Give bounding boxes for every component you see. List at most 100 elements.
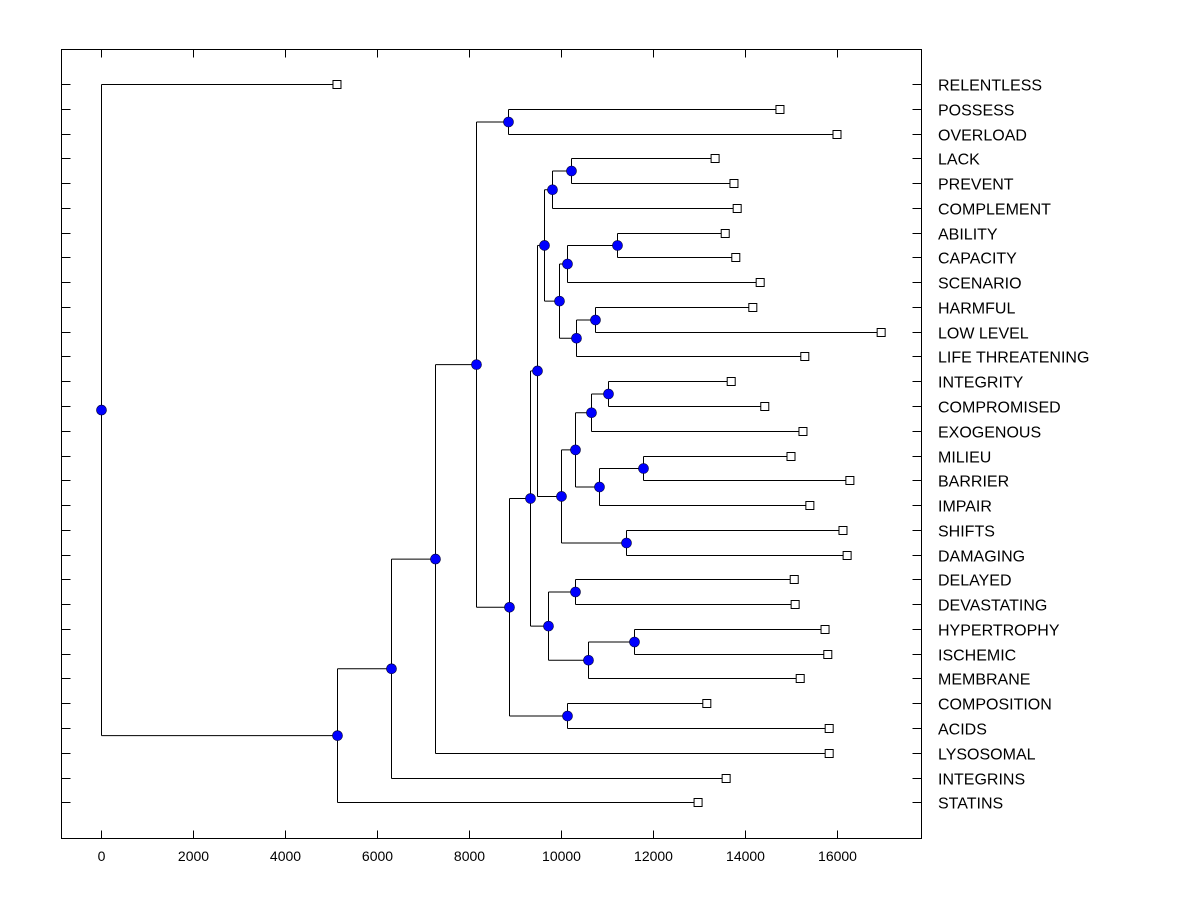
leaf-marker	[842, 551, 852, 560]
leaf-label: COMPOSITION	[938, 697, 1052, 714]
leaf-marker	[820, 625, 830, 634]
leaf-marker	[832, 130, 842, 139]
leaf-marker	[805, 501, 815, 510]
x-tick-label: 12000	[634, 848, 673, 864]
cluster-node	[562, 710, 573, 722]
leaf-label: HARMFUL	[938, 301, 1015, 318]
leaf-label: HYPERTROPHY	[938, 623, 1060, 640]
leaf-label: OVERLOAD	[938, 128, 1027, 145]
cluster-node	[571, 332, 582, 344]
cluster-node	[566, 165, 577, 177]
leaf-label: CAPACITY	[938, 251, 1017, 268]
leaf-marker	[755, 278, 765, 287]
leaf-marker	[731, 253, 741, 262]
leaf-label: MEMBRANE	[938, 672, 1030, 689]
leaf-marker	[845, 476, 855, 485]
cluster-node	[570, 444, 581, 456]
leaf-label: INTEGRINS	[938, 772, 1025, 789]
leaf-marker	[721, 774, 731, 783]
cluster-node	[603, 388, 614, 400]
cluster-node	[590, 314, 601, 326]
cluster-node	[539, 240, 550, 251]
leaf-marker	[823, 650, 833, 659]
leaf-marker	[775, 105, 785, 114]
leaf-marker	[702, 699, 712, 708]
leaf-marker	[732, 204, 742, 213]
leaf-label: DELAYED	[938, 573, 1012, 590]
cluster-node	[586, 407, 597, 419]
leaf-marker	[710, 154, 720, 163]
leaf-label: ISCHEMIC	[938, 648, 1016, 665]
cluster-node	[96, 404, 107, 416]
cluster-node	[638, 463, 649, 474]
leaf-marker	[760, 402, 770, 411]
cluster-node	[332, 730, 343, 741]
x-tick-label: 6000	[362, 848, 393, 864]
cluster-node	[612, 240, 623, 251]
leaf-label: MILIEU	[938, 450, 991, 467]
leaf-marker	[720, 229, 730, 238]
leaf-label: COMPROMISED	[938, 400, 1061, 417]
cluster-node	[471, 359, 482, 370]
leaf-marker	[876, 328, 886, 337]
leaf-markers	[332, 80, 886, 807]
leaf-label: ACIDS	[938, 722, 987, 739]
leaf-label: SHIFTS	[938, 524, 995, 541]
leaf-label: LIFE THREATENING	[938, 350, 1089, 367]
leaf-marker	[729, 179, 739, 188]
cluster-node	[621, 537, 632, 549]
plot-frame	[61, 49, 922, 839]
leaf-label: DEVASTATING	[938, 598, 1047, 615]
leaf-label: IMPAIR	[938, 499, 992, 516]
x-tick-label: 16000	[818, 848, 857, 864]
leaf-marker	[332, 80, 342, 89]
x-tick-label: 4000	[270, 848, 301, 864]
leaf-marker	[789, 575, 799, 584]
cluster-node	[562, 258, 573, 270]
x-tick-label: 10000	[542, 848, 581, 864]
x-tick-label: 8000	[454, 848, 485, 864]
nodes	[96, 116, 649, 741]
leaf-label: INTEGRITY	[938, 375, 1024, 392]
branches	[101, 84, 882, 803]
cluster-node	[594, 481, 605, 493]
cluster-node	[547, 184, 558, 196]
leaf-label: SCENARIO	[938, 276, 1022, 293]
cluster-node	[386, 663, 397, 675]
leaf-marker	[795, 674, 805, 683]
leaf-marker	[798, 427, 808, 436]
cluster-node	[543, 620, 554, 632]
leaf-marker	[726, 377, 736, 386]
leaf-labels: RELENTLESS POSSESS OVERLOAD LACK PREVENT COMP…	[938, 78, 1089, 813]
leaf-label: PREVENT	[938, 177, 1014, 194]
leaf-label: DAMAGING	[938, 549, 1025, 566]
leaf-marker	[786, 452, 796, 461]
leaf-marker	[838, 526, 848, 535]
cluster-node	[629, 636, 640, 648]
x-tick-labels: 0 2000 4000 6000 8000 10000 12000 14000 16000	[98, 848, 858, 864]
cluster-node	[556, 491, 567, 502]
leaf-label: LYSOSOMAL	[938, 747, 1036, 764]
leaf-marker	[824, 724, 834, 733]
leaf-marker	[824, 749, 834, 758]
leaf-label: RELENTLESS	[938, 78, 1042, 95]
leaf-label: LACK	[938, 152, 980, 169]
cluster-node	[583, 654, 594, 666]
cluster-node	[570, 586, 581, 598]
cluster-node	[525, 493, 536, 504]
leaf-label: COMPLEMENT	[938, 202, 1051, 219]
leaf-label: LOW LEVEL	[938, 326, 1029, 343]
x-tick-label: 0	[98, 848, 106, 864]
leaf-marker	[748, 303, 758, 312]
cluster-node	[504, 601, 515, 613]
x-tick-label: 2000	[178, 848, 209, 864]
cluster-node	[430, 553, 441, 565]
x-tick-label: 14000	[726, 848, 765, 864]
leaf-label: STATINS	[938, 796, 1003, 813]
axis-ticks	[61, 49, 922, 839]
leaf-marker	[790, 600, 800, 609]
leaf-label: ABILITY	[938, 227, 998, 244]
cluster-node	[554, 295, 565, 307]
leaf-label: EXOGENOUS	[938, 425, 1041, 442]
